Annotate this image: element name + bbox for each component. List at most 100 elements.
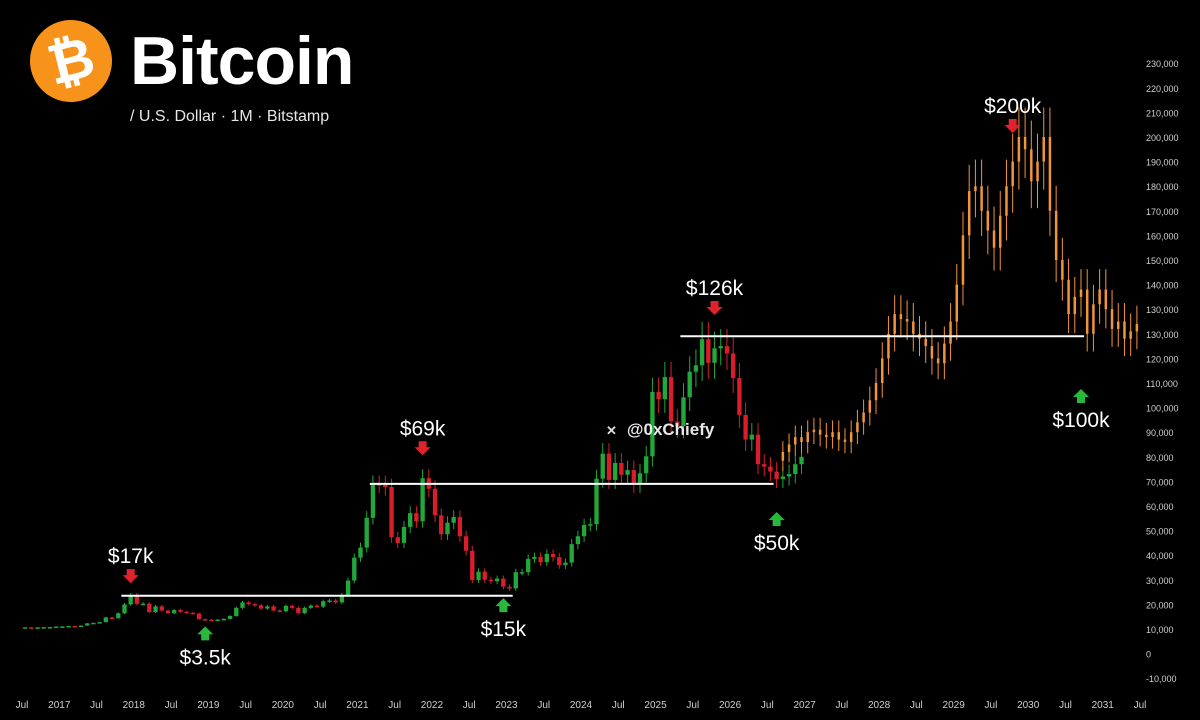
candle-body [606, 453, 612, 480]
chart-subtitle: / U.S. Dollar · 1M · Bitstamp [130, 108, 330, 125]
candle-body [383, 484, 388, 488]
candle-body [712, 348, 717, 363]
y-tick-label: 100,000 [1146, 404, 1179, 414]
y-tick-label: 130,000 [1146, 305, 1179, 315]
candle-body [308, 605, 313, 608]
up-arrow-icon [768, 512, 785, 526]
candle-body [408, 513, 413, 527]
candle-body [414, 513, 419, 522]
candle-body [109, 617, 115, 619]
candle-body [600, 453, 605, 479]
x-tick-label: Jul [761, 700, 774, 711]
y-tick-label: 130,000 [1146, 330, 1179, 340]
candle-body [66, 626, 71, 628]
candle-body [668, 377, 674, 422]
candle-body [463, 536, 469, 551]
candle-body [631, 470, 636, 485]
price-label: $69k [400, 417, 446, 440]
y-tick-label: 60,000 [1146, 502, 1174, 512]
x-tick-label: Jul [537, 700, 550, 711]
candle-body [730, 353, 736, 379]
price-label: $50k [754, 532, 800, 555]
candle-body [563, 562, 568, 566]
candle-body [625, 470, 630, 475]
x-tick-label: 2021 [346, 700, 369, 711]
x-tick-label: 2025 [644, 700, 667, 711]
candle-body [550, 553, 556, 558]
candle-body [420, 478, 425, 522]
candle-body [401, 526, 407, 543]
down-arrow-icon [122, 569, 139, 584]
up-arrow-icon [495, 598, 512, 613]
candle-body [234, 607, 239, 616]
candle-body [171, 610, 177, 614]
candle-body [644, 456, 649, 474]
candle-body [681, 397, 686, 427]
candle-body [637, 473, 643, 485]
candle-body [327, 600, 332, 602]
candle-body [283, 605, 289, 612]
candle-body [612, 462, 618, 480]
candle-body [258, 605, 264, 609]
y-tick-label: 120,000 [1146, 354, 1179, 364]
candle-body [780, 476, 786, 479]
y-tick-label: 230,000 [1146, 59, 1179, 69]
candle-body [134, 595, 140, 604]
candle-body [588, 524, 593, 526]
candle-body [687, 371, 692, 398]
candle-body [240, 602, 245, 608]
candle-body [277, 610, 282, 613]
candle-body [488, 579, 494, 582]
candle-body [53, 626, 59, 629]
x-tick-label: Jul [314, 700, 327, 711]
watermark-handle: @0xChiefy [626, 420, 715, 439]
y-tick-label: 170,000 [1146, 207, 1179, 217]
candle-body [675, 421, 680, 427]
candle-body [209, 619, 214, 622]
x-tick-label: Jul [90, 700, 103, 711]
candle-body [519, 572, 525, 574]
candle-body [35, 627, 40, 629]
candle-body [159, 606, 164, 611]
x-tick-label: Jul [612, 700, 625, 711]
candle-body [116, 613, 121, 619]
candle-body [290, 605, 295, 608]
candle-body [265, 606, 270, 609]
candle-body [755, 434, 761, 465]
x-tick-label: Jul [1059, 700, 1072, 711]
x-tick-label: Jul [1134, 700, 1147, 711]
y-tick-label: 160,000 [1146, 231, 1179, 241]
y-tick-label: 180,000 [1146, 182, 1179, 192]
y-tick-label: 210,000 [1146, 108, 1179, 118]
x-tick-label: Jul [463, 700, 476, 711]
candle-body [364, 517, 369, 548]
candle-body [203, 619, 208, 621]
x-tick-label: 2029 [943, 700, 966, 711]
down-arrow-icon [414, 441, 431, 456]
price-label: $17k [108, 545, 154, 568]
candle-body [78, 625, 84, 628]
candle-body [140, 603, 146, 606]
candle-body [786, 474, 792, 477]
candle-body [581, 524, 587, 537]
x-tick-label: Jul [388, 700, 401, 711]
candle-body [656, 391, 661, 400]
y-tick-label: 40,000 [1146, 551, 1174, 561]
candle-body [768, 466, 773, 472]
x-tick-label: 2026 [719, 700, 742, 711]
candle-body [221, 618, 227, 621]
candle-body [97, 622, 102, 624]
support-resistance-lines [121, 335, 1085, 597]
candle-body [190, 612, 195, 615]
y-tick-label: 90,000 [1146, 428, 1174, 438]
x-tick-label: 2027 [793, 700, 816, 711]
price-label: $126k [686, 277, 744, 300]
candle-body [246, 602, 251, 605]
x-tick-label: Jul [16, 700, 29, 711]
candle-body [345, 580, 351, 596]
candle-body [693, 365, 699, 372]
x-tick-label: Jul [239, 700, 252, 711]
candle-body [147, 603, 152, 613]
candle-body [724, 346, 730, 354]
